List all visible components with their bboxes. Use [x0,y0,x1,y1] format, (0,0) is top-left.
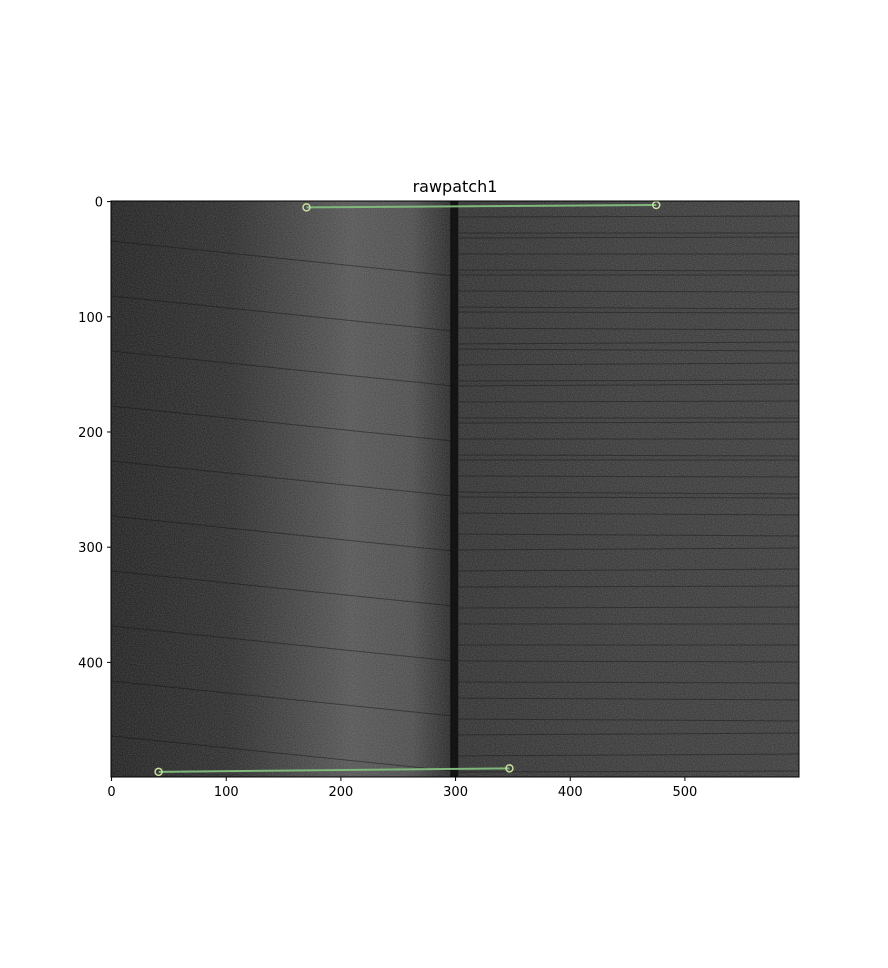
y-tick-label: 300 [78,541,103,556]
streak-line [453,568,799,572]
x-tick-label: 200 [328,785,353,800]
streak-line [453,732,799,736]
streak-line [453,660,799,663]
image-vertical-seam [450,201,459,777]
y-tick-label: 400 [78,656,103,671]
streak-line [111,240,454,277]
x-tick-label: 100 [214,785,239,800]
streak-line [111,460,454,497]
x-tick-label: 0 [107,785,115,800]
streak-line [453,681,799,684]
streak-line [111,680,454,717]
streak-line [453,327,799,331]
overlay-line-2 [154,764,514,777]
streak-line [453,475,799,478]
streak-line [111,350,454,387]
streak-line [111,735,454,772]
overlay-endpoint-marker [651,200,661,210]
streak-line [453,606,799,609]
overlay-endpoint-marker [154,767,163,777]
streak-line [453,362,799,366]
streak-line [111,570,454,607]
streak-line [453,753,799,757]
streak-line [453,496,799,499]
overlay-endpoint-marker [302,203,311,212]
streak-line [111,405,454,442]
x-tick-label: 400 [558,785,583,800]
overlay-segment [158,767,510,773]
y-tick-label: 0 [95,196,103,211]
x-axis: 0 100 200 300 400 500 [107,777,697,800]
streak-line [453,215,799,218]
y-axis: 0 100 200 300 400 [78,196,111,671]
y-tick-label: 200 [78,426,103,441]
streak-line [453,348,799,352]
overlay-lines [154,200,661,777]
y-tick-label: 100 [78,311,103,326]
streak-line [453,383,799,387]
streak-line [453,512,799,516]
streak-line [111,295,454,332]
axes-frame [110,200,800,778]
overlay-endpoint-marker [505,764,514,773]
streak-line [111,515,454,552]
streak-line [453,533,799,537]
raw-image [111,201,799,777]
streak-line [453,547,799,551]
streak-line [453,236,799,239]
streak-line [453,306,799,310]
streak-line [453,697,799,701]
chart-title: rawpatch1 [413,177,498,196]
streak-line [453,718,799,722]
x-tick-label: 300 [443,785,468,800]
streak-line [453,400,799,403]
streak-line [453,454,799,457]
streak-line [453,585,799,588]
streak-line [453,311,799,314]
streak-line [111,625,454,662]
streak-line [453,491,799,495]
streak-line [453,379,799,382]
image-streaks [111,201,799,773]
streak-line [453,421,799,424]
streak-line [453,269,799,272]
streak-line [453,290,799,293]
overlay-line-1 [302,200,661,212]
overlay-segment [306,204,657,209]
x-tick-label: 500 [672,785,697,800]
streak-line [453,341,799,345]
